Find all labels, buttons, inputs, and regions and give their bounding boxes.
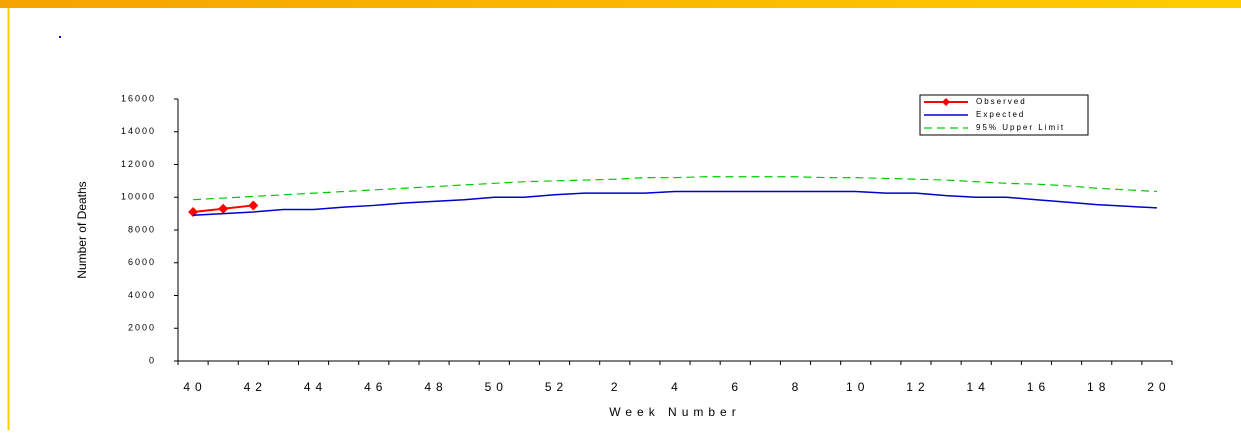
y-tick-label: 16000: [121, 93, 156, 103]
legend-label: Observed: [976, 97, 1027, 106]
y-tick-label: 4000: [128, 290, 156, 300]
y-axis-label: Number of Deaths: [75, 181, 89, 278]
y-tick-label: 8000: [128, 224, 156, 234]
top-bar: [0, 0, 1241, 8]
y-tick-label: 14000: [121, 126, 156, 136]
x-tick-label: 2: [611, 380, 623, 394]
legend-marker: [942, 98, 950, 106]
x-axis-label: Week Number: [609, 405, 740, 419]
y-tick-label: 10000: [121, 192, 156, 202]
x-tick-label: 46: [364, 380, 387, 394]
series-line: [193, 176, 1157, 201]
x-tick-label: 44: [304, 380, 327, 394]
x-tick-label: 10: [846, 380, 869, 394]
x-tick-label: 14: [967, 380, 990, 394]
series-line: [193, 190, 1157, 217]
x-tick-label: 42: [244, 380, 267, 394]
decor-dot: [59, 36, 61, 38]
x-tick-label: 4: [671, 380, 683, 394]
y-tick-label: 0: [149, 355, 156, 365]
x-tick-label: 50: [485, 380, 508, 394]
x-tick-label: 40: [183, 380, 206, 394]
y-tick-label: 6000: [128, 257, 156, 267]
x-tick-label: 18: [1087, 380, 1110, 394]
y-tick-label: 12000: [121, 159, 156, 169]
x-tick-label: 6: [731, 380, 743, 394]
x-tick-label: 48: [424, 380, 447, 394]
legend-label: Expected: [976, 110, 1025, 119]
x-tick-label: 12: [906, 380, 929, 394]
data-point: [218, 203, 229, 214]
data-point: [248, 200, 259, 211]
x-tick-label: 8: [792, 380, 804, 394]
x-tick-label: 52: [545, 380, 568, 394]
x-tick-label: 16: [1027, 380, 1050, 394]
legend-label: 95% Upper Limit: [976, 123, 1065, 132]
y-tick-label: 2000: [128, 323, 156, 333]
x-tick-label: 20: [1147, 380, 1170, 394]
